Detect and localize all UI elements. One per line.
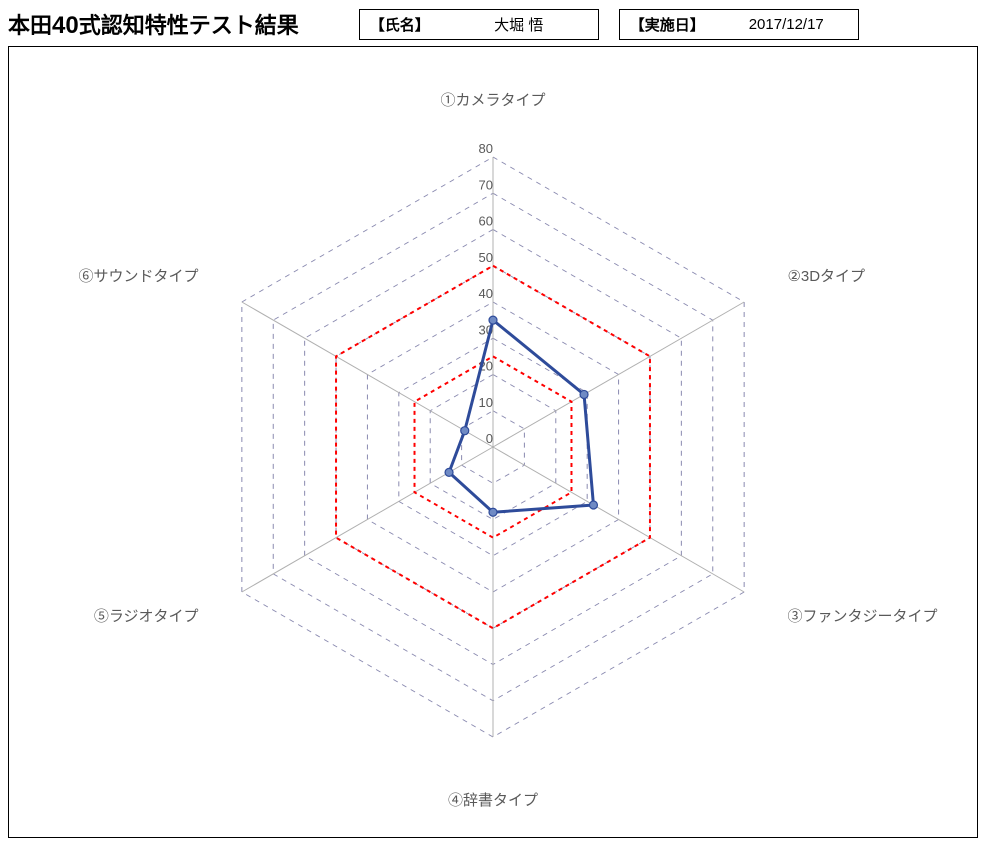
name-box: 【氏名】 大堀 悟 [359,9,599,40]
svg-text:70: 70 [479,177,493,192]
svg-text:40: 40 [479,286,493,301]
date-box: 【実施日】 2017/12/17 [619,9,859,40]
radar-chart: 01020304050607080①カメラタイプ②3Dタイプ③ファンタジータイプ… [9,47,977,837]
svg-text:②3Dタイプ: ②3Dタイプ [787,268,865,285]
svg-text:⑥サウンドタイプ: ⑥サウンドタイプ [79,268,199,285]
svg-text:50: 50 [479,250,493,265]
svg-text:③ファンタジータイプ: ③ファンタジータイプ [787,608,937,625]
title-suffix: 式認知特性テスト結果 [79,13,299,38]
svg-text:80: 80 [479,141,493,156]
name-value: 大堀 悟 [450,14,588,35]
svg-text:①カメラタイプ: ①カメラタイプ [440,92,545,109]
svg-text:10: 10 [479,395,493,410]
title-prefix: 本田 [8,13,52,38]
svg-text:④辞書タイプ: ④辞書タイプ [448,792,538,809]
svg-text:0: 0 [486,431,493,446]
radar-chart-frame: 01020304050607080①カメラタイプ②3Dタイプ③ファンタジータイプ… [8,46,978,838]
svg-text:⑤ラジオタイプ: ⑤ラジオタイプ [94,608,199,625]
date-value: 2017/12/17 [725,16,848,33]
name-label: 【氏名】 [370,14,430,35]
date-label: 【実施日】 [630,14,705,35]
title-number: 40 [52,12,79,39]
svg-text:60: 60 [479,214,493,229]
page-title: 本田40式認知特性テスト結果 [8,8,299,40]
